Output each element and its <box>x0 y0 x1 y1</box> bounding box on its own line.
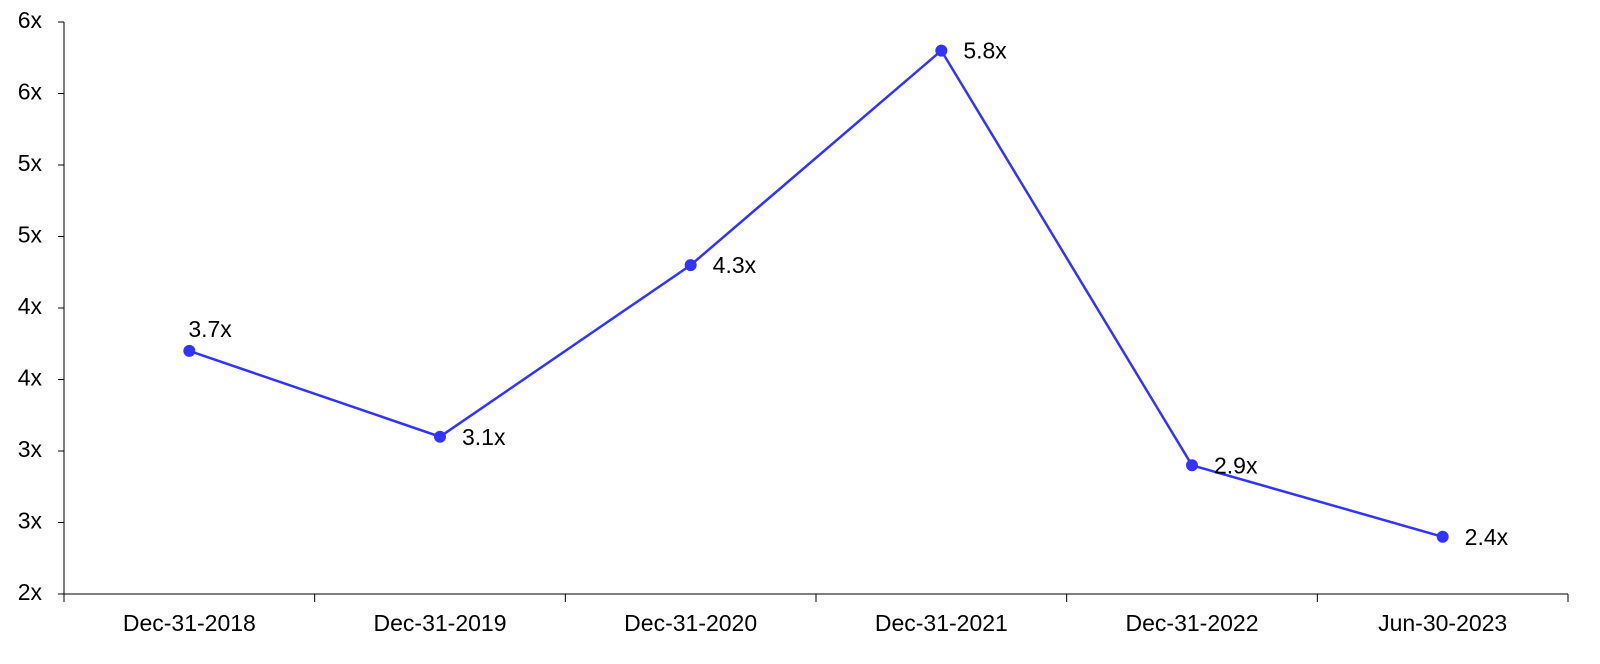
data-label: 2.4x <box>1465 524 1509 550</box>
y-tick-label: 6x <box>18 7 43 33</box>
point <box>684 259 697 272</box>
x-tick-label: Dec-31-2020 <box>624 610 757 636</box>
point <box>434 430 446 443</box>
x-tick-label: Dec-31-2021 <box>875 610 1008 636</box>
x-tick-label: Dec-31-2022 <box>1126 610 1259 636</box>
y-tick-label: 6x <box>18 79 43 105</box>
data-label: 3.7x <box>188 316 232 342</box>
data-label: 2.9x <box>1214 452 1258 478</box>
point <box>1186 459 1198 472</box>
x-tick-label: Jun-30-2023 <box>1378 610 1507 636</box>
point <box>935 44 948 57</box>
x-tick-label: Dec-31-2019 <box>374 610 507 636</box>
y-tick-label: 2x <box>18 579 43 605</box>
y-tick-label: 5x <box>18 222 43 248</box>
y-tick-label: 3x <box>18 508 43 534</box>
data-label: 4.3x <box>713 252 757 278</box>
point <box>1436 530 1449 543</box>
data-label: 5.8x <box>963 38 1007 64</box>
y-tick-label: 4x <box>18 293 43 319</box>
data-label: 3.1x <box>462 424 506 450</box>
x-tick-label: Dec-31-2018 <box>123 610 256 636</box>
y-tick-label: 5x <box>18 150 43 176</box>
y-tick-label: 4x <box>18 365 43 391</box>
line <box>188 48 1444 539</box>
point <box>183 344 196 357</box>
y-tick-label: 3x <box>18 436 43 462</box>
